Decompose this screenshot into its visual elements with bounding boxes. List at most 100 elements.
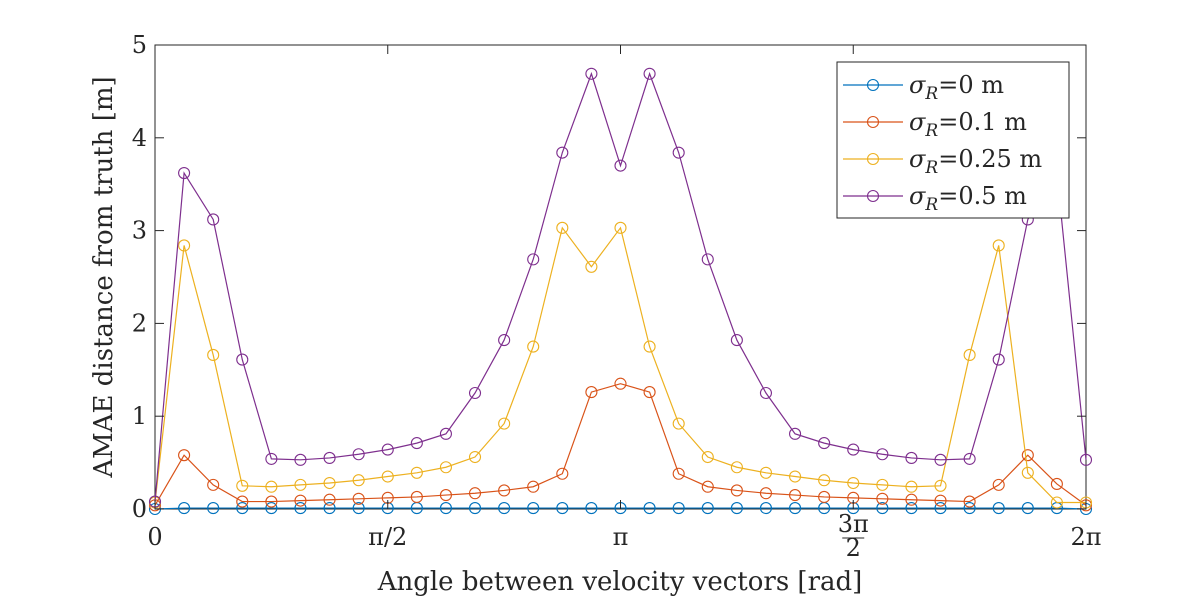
y-tick-label-1: 1 — [132, 402, 147, 430]
y-tick-label-2: 2 — [132, 309, 147, 337]
series-2-point-10 — [439, 461, 452, 474]
y-axis-label: AMAE distance from truth [m] — [89, 76, 119, 478]
series-2-point-2 — [207, 348, 220, 362]
series-2-point-20 — [730, 461, 743, 474]
series-0-point-22 — [789, 502, 802, 515]
series-0-point-11 — [468, 502, 482, 515]
series-1-point-1 — [178, 449, 191, 462]
legend-marker-0 — [866, 78, 880, 92]
series-2-point-14 — [556, 221, 569, 234]
series-1-point-20 — [730, 484, 743, 497]
series-1-point-5 — [294, 494, 307, 507]
x-tick-label-0: 0 — [147, 523, 162, 551]
series-3-point-27 — [934, 453, 947, 466]
series-0-point-17 — [643, 502, 656, 515]
series-0-point-29 — [992, 502, 1005, 515]
y-tick-label-0: 0 — [132, 495, 147, 523]
series-1-point-21 — [759, 487, 773, 500]
series-1-point-10 — [439, 489, 452, 502]
series-1-point-22 — [789, 489, 802, 502]
series-1-point-17 — [643, 386, 656, 399]
series-1-point-28 — [963, 495, 976, 508]
legend-marker-3 — [866, 189, 880, 203]
series-3-point-16 — [614, 159, 627, 172]
series-3-point-20 — [730, 334, 743, 347]
series-0-point-21 — [759, 502, 773, 515]
series-1-point-16 — [614, 377, 627, 390]
series-0-point-13 — [527, 502, 540, 515]
series-3-point-29 — [992, 353, 1005, 366]
series-2-point-28 — [963, 348, 976, 362]
series-1-point-32 — [1079, 499, 1093, 512]
legend-marker-2 — [866, 152, 880, 166]
series-2-point-11 — [468, 450, 482, 464]
series-0-point-18 — [672, 502, 685, 515]
x-tick-label-denominator-3: 2 — [846, 534, 861, 562]
series-2-point-15 — [585, 260, 598, 273]
series-0-point-10 — [439, 502, 452, 515]
series-1-point-30 — [1021, 449, 1034, 462]
series-2 — [148, 221, 1093, 509]
series-1-point-12 — [498, 484, 511, 497]
series-0-point-20 — [730, 502, 743, 515]
series-2-point-27 — [934, 479, 947, 492]
series-0-point-1 — [178, 502, 191, 515]
series-3-point-24 — [847, 443, 860, 456]
series-3-point-11 — [468, 386, 482, 400]
series-3-point-9 — [410, 437, 423, 450]
series-3-point-23 — [818, 437, 831, 450]
series-2-point-13 — [527, 340, 540, 353]
series-3-point-3 — [236, 353, 249, 366]
series-3-point-28 — [963, 452, 976, 465]
y-tick-label-3: 3 — [132, 217, 147, 245]
x-tick-label-numerator-3: 3π — [838, 510, 869, 538]
legend-box — [836, 61, 1070, 219]
legend-label-0: σR=0 m — [909, 71, 1004, 104]
series-0-point-6 — [323, 502, 336, 515]
series-3-point-4 — [265, 452, 278, 465]
series-2-point-18 — [672, 417, 685, 430]
series-0-point-3 — [236, 502, 249, 515]
legend-item-1: σR=0.1 m — [843, 108, 1027, 141]
x-axis-label: Angle between velocity vectors [rad] — [377, 567, 863, 597]
series-3-point-32 — [1079, 453, 1093, 466]
series-0-point-26 — [905, 502, 918, 515]
series-1-point-13 — [527, 480, 540, 493]
legend-label-1: σR=0.1 m — [909, 108, 1027, 141]
series-0-point-14 — [556, 502, 569, 515]
legend-label-3: σR=0.5 m — [909, 182, 1027, 215]
series-1-point-3 — [236, 495, 249, 508]
series-1-point-9 — [410, 490, 423, 503]
series-3-point-12 — [498, 334, 511, 347]
series-3-point-18 — [672, 146, 685, 159]
series-2-point-16 — [614, 221, 627, 234]
series-2-point-9 — [410, 466, 423, 479]
series-2-point-8 — [381, 470, 394, 483]
series-1-point-19 — [701, 480, 714, 493]
series-3-point-19 — [701, 253, 714, 266]
series-1 — [148, 377, 1093, 512]
series-1-point-14 — [556, 467, 569, 480]
series-3-point-2 — [207, 213, 220, 226]
series-3-point-25 — [876, 448, 889, 461]
series-2-point-17 — [643, 340, 656, 353]
series-0-point-19 — [701, 502, 714, 515]
x-tick-label-2: π — [613, 523, 629, 551]
series-0-point-30 — [1021, 502, 1034, 515]
series-2-point-7 — [352, 474, 365, 487]
series-2-point-5 — [294, 478, 307, 491]
series-3-point-17 — [643, 67, 656, 80]
series-1-point-25 — [876, 492, 889, 505]
series-3-point-22 — [789, 427, 802, 440]
series-1-point-26 — [905, 493, 918, 506]
series-3-point-5 — [294, 453, 307, 466]
series-2-point-21 — [759, 466, 773, 479]
series-1-point-15 — [585, 386, 598, 399]
series-1-point-27 — [934, 494, 947, 507]
series-1-point-4 — [265, 495, 278, 508]
legend-label-2: σR=0.25 m — [909, 145, 1042, 178]
series-0-point-2 — [207, 502, 220, 515]
series-2-point-3 — [236, 479, 249, 492]
